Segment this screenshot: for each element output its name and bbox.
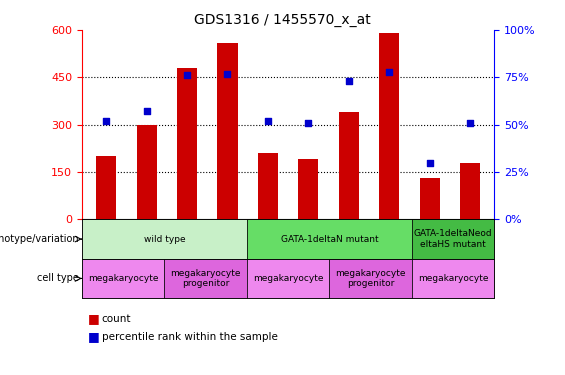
- Bar: [96, 156, 116, 219]
- Point: [182, 72, 192, 78]
- Point: [344, 78, 353, 84]
- Point: [223, 70, 232, 76]
- Point: [304, 120, 313, 126]
- Text: count: count: [102, 314, 131, 324]
- Text: genotype/variation: genotype/variation: [0, 234, 79, 244]
- Bar: [218, 43, 238, 219]
- Bar: [379, 33, 399, 219]
- Text: ■: ■: [88, 330, 99, 343]
- Text: megakaryocyte
progenitor: megakaryocyte progenitor: [336, 269, 406, 288]
- Point: [263, 118, 272, 124]
- Text: GATA-1deltaN mutant: GATA-1deltaN mutant: [281, 235, 378, 244]
- Point: [142, 108, 151, 114]
- Point: [385, 69, 394, 75]
- Point: [466, 120, 475, 126]
- Point: [425, 160, 434, 166]
- Bar: [298, 159, 319, 219]
- Bar: [460, 163, 480, 219]
- Point: [102, 118, 111, 124]
- Text: GDS1316 / 1455570_x_at: GDS1316 / 1455570_x_at: [194, 13, 371, 27]
- Text: percentile rank within the sample: percentile rank within the sample: [102, 332, 277, 342]
- Text: ■: ■: [88, 312, 99, 325]
- Text: megakaryocyte: megakaryocyte: [253, 274, 323, 283]
- Text: megakaryocyte: megakaryocyte: [418, 274, 488, 283]
- Text: cell type: cell type: [37, 273, 79, 284]
- Bar: [258, 153, 278, 219]
- Text: wild type: wild type: [144, 235, 185, 244]
- Text: megakaryocyte: megakaryocyte: [88, 274, 158, 283]
- Text: GATA-1deltaNeod
eltaHS mutant: GATA-1deltaNeod eltaHS mutant: [414, 230, 493, 249]
- Bar: [177, 68, 197, 219]
- Bar: [338, 112, 359, 219]
- Text: megakaryocyte
progenitor: megakaryocyte progenitor: [171, 269, 241, 288]
- Bar: [137, 124, 157, 219]
- Bar: [420, 178, 440, 219]
